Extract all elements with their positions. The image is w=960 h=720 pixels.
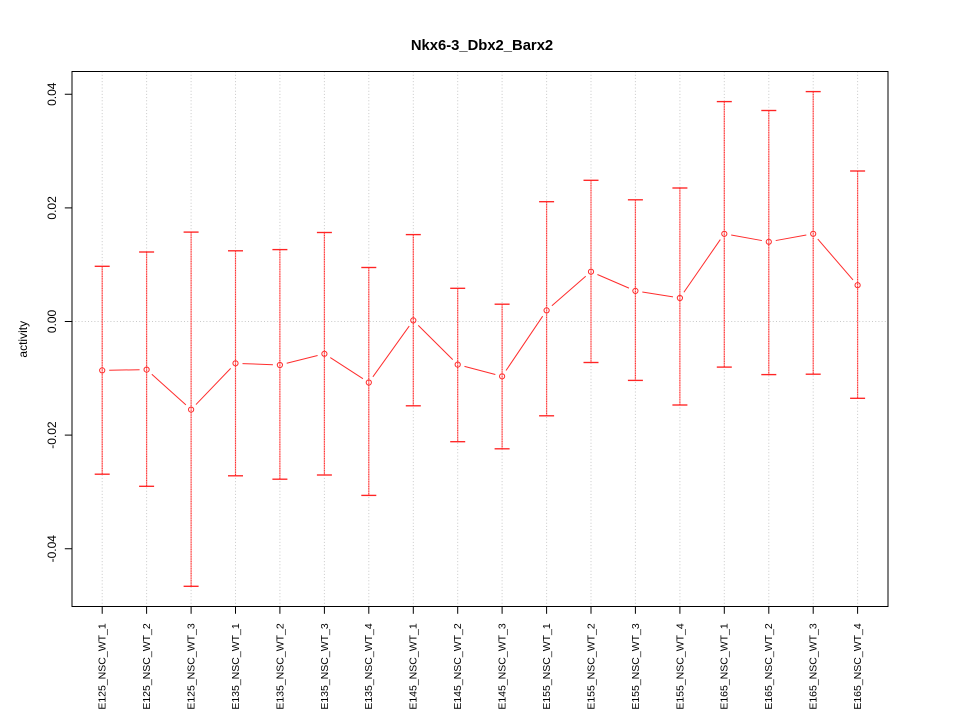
svg-text:E135_NSC_WT_2: E135_NSC_WT_2: [274, 623, 286, 710]
svg-text:0.00: 0.00: [45, 309, 59, 333]
svg-text:E155_NSC_WT_2: E155_NSC_WT_2: [585, 623, 597, 710]
svg-text:Nkx6-3_Dbx2_Barx2: Nkx6-3_Dbx2_Barx2: [411, 38, 553, 54]
svg-text:E145_NSC_WT_2: E145_NSC_WT_2: [452, 623, 464, 710]
svg-text:E145_NSC_WT_1: E145_NSC_WT_1: [408, 623, 420, 710]
svg-text:E165_NSC_WT_1: E165_NSC_WT_1: [719, 623, 731, 710]
svg-text:-0.02: -0.02: [45, 421, 59, 449]
svg-text:0.04: 0.04: [45, 82, 59, 106]
svg-text:activity: activity: [16, 321, 30, 358]
svg-text:-0.04: -0.04: [45, 535, 59, 563]
svg-text:0.02: 0.02: [45, 196, 59, 220]
svg-text:E125_NSC_WT_2: E125_NSC_WT_2: [141, 623, 153, 710]
svg-text:E145_NSC_WT_3: E145_NSC_WT_3: [497, 623, 509, 710]
svg-text:E165_NSC_WT_2: E165_NSC_WT_2: [763, 623, 775, 710]
svg-text:E125_NSC_WT_3: E125_NSC_WT_3: [186, 623, 198, 710]
svg-text:E135_NSC_WT_1: E135_NSC_WT_1: [230, 623, 242, 710]
svg-text:E155_NSC_WT_4: E155_NSC_WT_4: [674, 623, 686, 710]
svg-text:E125_NSC_WT_1: E125_NSC_WT_1: [97, 623, 109, 710]
svg-text:E155_NSC_WT_1: E155_NSC_WT_1: [541, 623, 553, 710]
svg-text:E165_NSC_WT_4: E165_NSC_WT_4: [852, 623, 864, 710]
svg-text:E135_NSC_WT_3: E135_NSC_WT_3: [319, 623, 331, 710]
svg-text:E165_NSC_WT_3: E165_NSC_WT_3: [808, 623, 820, 710]
svg-text:E135_NSC_WT_4: E135_NSC_WT_4: [363, 623, 375, 710]
svg-text:E155_NSC_WT_3: E155_NSC_WT_3: [630, 623, 642, 710]
